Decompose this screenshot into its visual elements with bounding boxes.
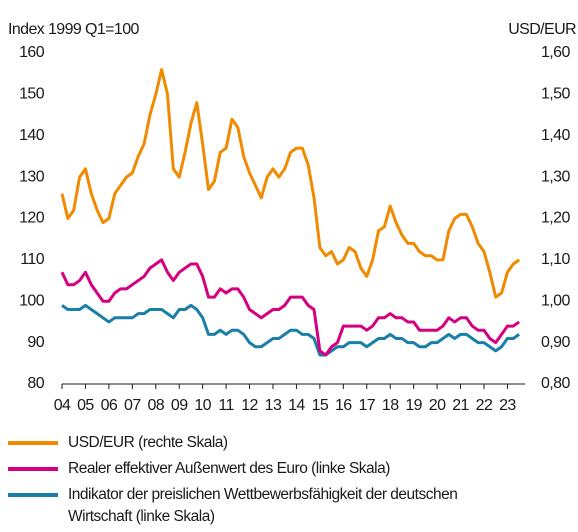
y-tick-label: 120 <box>19 210 45 227</box>
legend-entry: USD/EUR (rechte Skala) <box>8 432 478 454</box>
y-axis-label: Index 1999 Q1=100 <box>8 21 140 38</box>
chart: Index 1999 Q1=100 USD/EUR 80 90 100 110 120 1… <box>8 21 577 414</box>
y-tick-label: 130 <box>19 168 45 185</box>
x-tick-label: 18 <box>382 397 399 414</box>
legend-entry: Indikator der preislichen Wettbewerbsfäh… <box>8 484 478 528</box>
x-tick-label: 13 <box>265 397 282 414</box>
y2-tick-label: 1,60 <box>541 44 570 61</box>
legend-label: USD/EUR (rechte Skala) <box>68 434 228 451</box>
y-tick-label: 100 <box>19 292 45 309</box>
legend-swatch <box>8 441 58 445</box>
x-tick-label: 04 <box>54 397 71 414</box>
y-tick-label: 80 <box>27 375 44 392</box>
x-tick-label: 16 <box>335 397 352 414</box>
series-line <box>61 303 521 357</box>
y-tick-label: 150 <box>19 86 45 103</box>
x-tick-label: 23 <box>499 397 516 414</box>
legend-entry: Realer effektiver Außenwert des Euro (li… <box>8 458 478 480</box>
y2-tick-label: 0,80 <box>541 375 570 392</box>
y2-tick-label: 1,30 <box>541 168 570 185</box>
y2-tick-label: 1,10 <box>541 251 570 268</box>
legend-label: Realer effektiver Außenwert des Euro (li… <box>68 460 390 477</box>
legend-swatch <box>8 493 58 497</box>
series-line <box>60 68 521 299</box>
x-tick-label: 08 <box>147 397 164 414</box>
y2-tick-label: 1,40 <box>541 127 570 144</box>
x-tick-label: 12 <box>241 397 258 414</box>
x-tick-label: 15 <box>312 397 329 414</box>
y2-tick-label: 1,50 <box>541 86 570 103</box>
y-tick-label: 90 <box>27 334 44 351</box>
legend: USD/EUR (rechte Skala) Realer effektiver … <box>8 432 478 532</box>
x-tick-label: 22 <box>476 397 493 414</box>
x-tick-label: 09 <box>171 397 188 414</box>
y-tick-label: 140 <box>19 127 45 144</box>
x-tick-label: 17 <box>358 397 375 414</box>
x-tick-label: 21 <box>452 397 469 414</box>
x-tick-label: 05 <box>77 397 94 414</box>
x-tick-label: 11 <box>218 397 234 414</box>
y2-axis-label: USD/EUR <box>508 21 576 38</box>
x-tick-label: 10 <box>194 397 211 414</box>
x-tick-label: 19 <box>405 397 422 414</box>
y-tick-label: 160 <box>19 44 45 61</box>
y2-tick-label: 0,90 <box>541 334 570 351</box>
x-tick-label: 14 <box>288 397 305 414</box>
legend-label: Indikator der preislichen Wettbewerbsfäh… <box>68 486 458 525</box>
x-tick-label: 20 <box>429 397 446 414</box>
legend-swatch <box>8 467 58 471</box>
y-tick-label: 110 <box>20 251 44 268</box>
y2-tick-label: 1,20 <box>541 210 570 227</box>
y2-tick-label: 1,00 <box>541 292 570 309</box>
x-tick-label: 06 <box>101 397 118 414</box>
x-tick-label: 07 <box>124 397 141 414</box>
series-line <box>60 258 521 357</box>
